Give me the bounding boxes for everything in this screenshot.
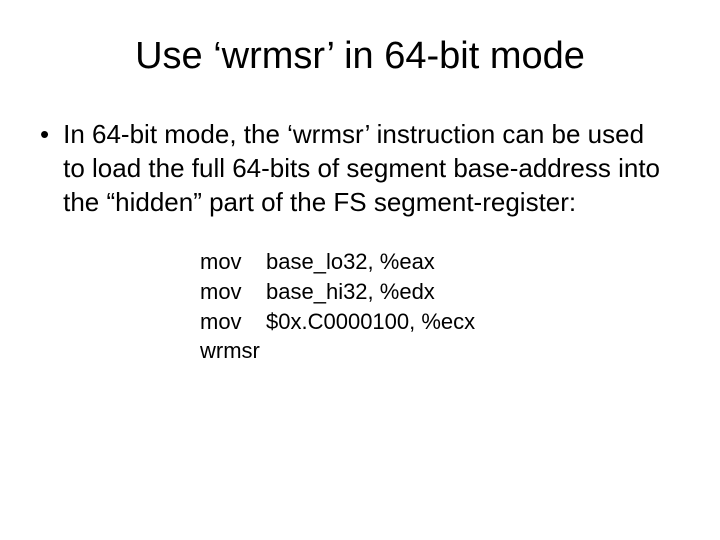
- code-line-4: wrmsr: [200, 336, 670, 366]
- bullet-row: • In 64-bit mode, the ‘wrmsr’ instructio…: [50, 118, 670, 219]
- code-block: mov base_lo32, %eax mov base_hi32, %edx …: [200, 247, 670, 366]
- code-line-3: mov $0x.C0000100, %ecx: [200, 307, 670, 337]
- slide-title: Use ‘wrmsr’ in 64-bit mode: [50, 35, 670, 78]
- code-line-1: mov base_lo32, %eax: [200, 247, 670, 277]
- body-paragraph: In 64-bit mode, the ‘wrmsr’ instruction …: [63, 118, 670, 219]
- code-line-2: mov base_hi32, %edx: [200, 277, 670, 307]
- slide-container: Use ‘wrmsr’ in 64-bit mode • In 64-bit m…: [0, 0, 720, 540]
- bullet-marker: •: [40, 118, 49, 152]
